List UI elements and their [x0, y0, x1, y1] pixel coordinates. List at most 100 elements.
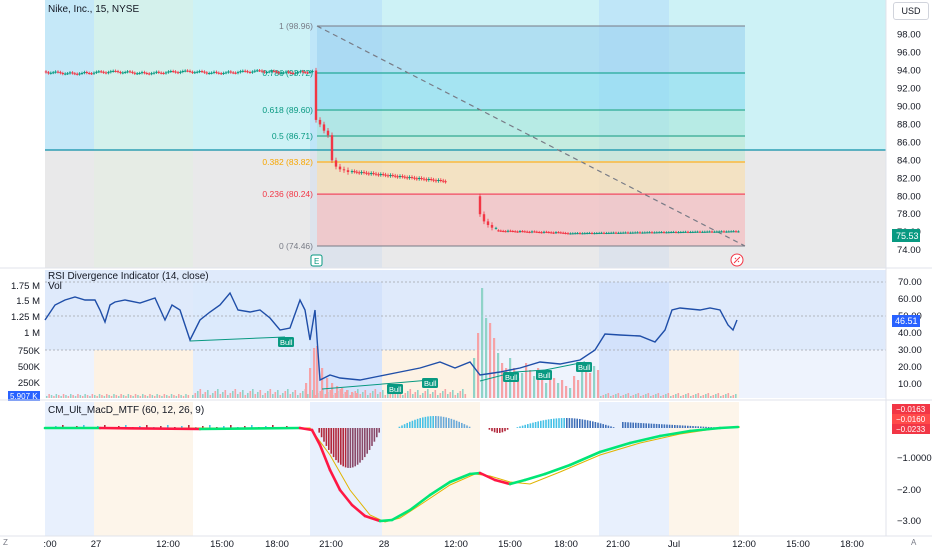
candle-body	[478, 196, 482, 215]
earnings-marker[interactable]	[310, 254, 323, 267]
candle-body	[270, 70, 273, 72]
bull-tag[interactable]	[576, 362, 592, 372]
volume-bar	[630, 396, 632, 398]
volume-bar	[715, 394, 717, 398]
volume-bar	[319, 391, 322, 398]
macd-hist-bar	[371, 428, 373, 446]
macd-hist-bar	[223, 426, 225, 428]
bull-tag[interactable]	[422, 378, 438, 388]
macd-hist-bar	[637, 422, 640, 428]
candle-body	[506, 230, 510, 232]
macd-hist-bar	[542, 420, 545, 428]
vol-value-badge	[8, 391, 40, 401]
macd-hist-bar	[702, 426, 705, 428]
volume-bar	[130, 395, 132, 398]
candle-body	[706, 231, 709, 233]
volume-bar	[605, 394, 607, 398]
candle-body	[358, 172, 361, 174]
volume-bar	[344, 392, 347, 398]
candle-body	[212, 71, 216, 73]
volume-bar	[645, 394, 647, 398]
volume-bar	[86, 395, 89, 398]
macd-hist-bar	[437, 416, 440, 428]
zoom-button[interactable]: Z	[3, 538, 8, 547]
candle-body	[442, 180, 445, 182]
auto-scale-button[interactable]: A	[911, 538, 917, 547]
candle-body	[490, 224, 494, 228]
time-tick: 21:00	[606, 539, 630, 550]
candle-body	[646, 232, 649, 234]
time-axis[interactable]: :00 27 12:00 15:00 18:00 21:00 28 12:00 15:00 18:…	[43, 539, 864, 550]
macd-histogram	[48, 416, 725, 468]
candle-body	[265, 71, 268, 73]
volume-bar	[94, 395, 96, 398]
volume-bar	[481, 288, 484, 398]
volume-bar	[282, 393, 284, 398]
candle-body	[284, 71, 288, 73]
volume-bar	[489, 323, 492, 398]
candle-body	[160, 72, 163, 74]
volume-bar	[227, 395, 229, 398]
volume-bar	[197, 391, 199, 398]
bull-tag[interactable]	[278, 337, 294, 347]
macd-pane[interactable]: CM_Ult_MacD_MTF (60, 12, 26, 9)	[43, 402, 741, 536]
bull-tag[interactable]	[503, 372, 519, 382]
volume-bar	[219, 394, 222, 398]
volume-bar	[122, 395, 125, 398]
macd-hist-bar	[627, 422, 629, 428]
candle-body	[208, 73, 211, 75]
macd-hist-bar	[181, 426, 183, 428]
candle-body	[648, 232, 651, 234]
volume-tick: 500K	[18, 362, 41, 373]
volume-bar	[700, 396, 702, 398]
candle-body	[590, 232, 594, 234]
price-pane[interactable]: 1 (98.96) 0.786 (93.72) 0.618 (89.60) 0.5 (…	[44, 0, 886, 268]
candle-body	[52, 72, 55, 74]
volume-bar	[615, 394, 617, 398]
macd-hist-bar	[540, 420, 542, 428]
bull-tag[interactable]	[536, 370, 552, 380]
macd-hist-bar	[318, 428, 320, 433]
volume-bar	[297, 395, 299, 398]
volume-bar	[477, 333, 480, 398]
candle-body	[514, 231, 517, 233]
candle-body	[66, 73, 69, 75]
volume-bar	[118, 396, 120, 398]
bull-tag[interactable]	[387, 384, 403, 394]
macd-hist-bar	[244, 426, 246, 428]
candle-body	[76, 73, 79, 75]
candle-body	[686, 231, 690, 233]
volume-bar	[96, 396, 98, 398]
macd-hist-bar	[661, 424, 663, 428]
candle-body	[486, 221, 490, 225]
currency-button[interactable]: USD	[893, 2, 929, 20]
macd-hist-bar	[560, 418, 563, 428]
macd-tick: −1.0000	[897, 453, 932, 464]
macd-hist-bar	[209, 425, 211, 428]
candle-body	[220, 73, 223, 75]
candle-body	[169, 71, 172, 73]
macd-line	[43, 425, 740, 523]
macd-hist-bar	[504, 428, 506, 432]
candle-body	[504, 231, 507, 233]
volume-bar	[600, 396, 602, 398]
volume-axis[interactable]: 1.75 M 1.5 M 1.25 M 1 M 750K 500K 250K	[11, 281, 41, 389]
divergence-line	[189, 336, 286, 342]
macd-axis[interactable]: −1.0000 −2.00 −3.00	[897, 453, 932, 527]
price-axis[interactable]: 98.00 96.00 94.00 92.00 90.00 88.00 86.00 84.00…	[897, 30, 921, 257]
time-tick: 15:00	[498, 539, 522, 550]
volume-bar	[369, 393, 372, 398]
macd-hist-bar	[527, 424, 529, 428]
candle-body	[694, 231, 697, 233]
candle-body	[535, 231, 538, 233]
volume-bar	[74, 396, 77, 398]
candle-body	[109, 71, 112, 73]
candle-body	[222, 72, 225, 74]
volume-tick: 1.25 M	[11, 312, 40, 323]
rsi-pane[interactable]: Bull Bull Bull Bull Bull Bull RSI Divergence …	[44, 270, 886, 398]
rsi-title: RSI Divergence Indicator (14, close)	[48, 271, 209, 282]
candle-body	[90, 73, 93, 75]
volume-bar	[58, 395, 60, 398]
